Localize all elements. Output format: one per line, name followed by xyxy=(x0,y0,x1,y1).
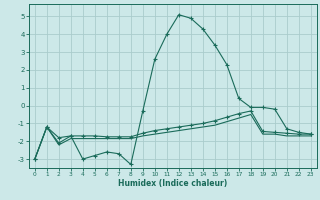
X-axis label: Humidex (Indice chaleur): Humidex (Indice chaleur) xyxy=(118,179,228,188)
